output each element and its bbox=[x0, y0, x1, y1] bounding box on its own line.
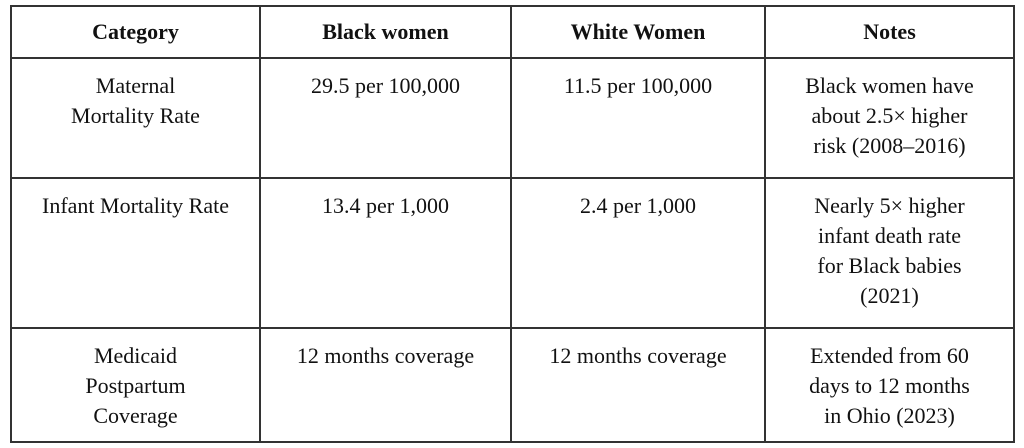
header-cell-black-women: Black women bbox=[259, 5, 512, 59]
cell-category: Infant Mortality Rate bbox=[10, 177, 261, 329]
header-cell-category: Category bbox=[10, 5, 261, 59]
cell-black-women: 12 months coverage bbox=[259, 327, 512, 443]
cell-white-women: 12 months coverage bbox=[510, 327, 766, 443]
table-row-medicaid-postpartum: Medicaid Postpartum Coverage 12 months c… bbox=[10, 327, 1015, 443]
cell-category: Maternal Mortality Rate bbox=[10, 57, 261, 179]
cell-notes: Extended from 60 days to 12 months in Oh… bbox=[764, 327, 1015, 443]
table-row-maternal-mortality: Maternal Mortality Rate 29.5 per 100,000… bbox=[10, 57, 1015, 179]
header-row: Category Black women White Women Notes bbox=[10, 5, 1015, 59]
cell-notes: Nearly 5× higher infant death rate for B… bbox=[764, 177, 1015, 329]
cell-category: Medicaid Postpartum Coverage bbox=[10, 327, 261, 443]
cell-white-women: 2.4 per 1,000 bbox=[510, 177, 766, 329]
header-cell-white-women: White Women bbox=[510, 5, 766, 59]
cell-white-women: 11.5 per 100,000 bbox=[510, 57, 766, 179]
table-row-infant-mortality: Infant Mortality Rate 13.4 per 1,000 2.4… bbox=[10, 177, 1015, 329]
maternal-health-disparities-table: Category Black women White Women Notes M… bbox=[10, 5, 1015, 443]
cell-black-women: 29.5 per 100,000 bbox=[259, 57, 512, 179]
cell-black-women: 13.4 per 1,000 bbox=[259, 177, 512, 329]
header-cell-notes: Notes bbox=[764, 5, 1015, 59]
cell-notes: Black women have about 2.5× higher risk … bbox=[764, 57, 1015, 179]
